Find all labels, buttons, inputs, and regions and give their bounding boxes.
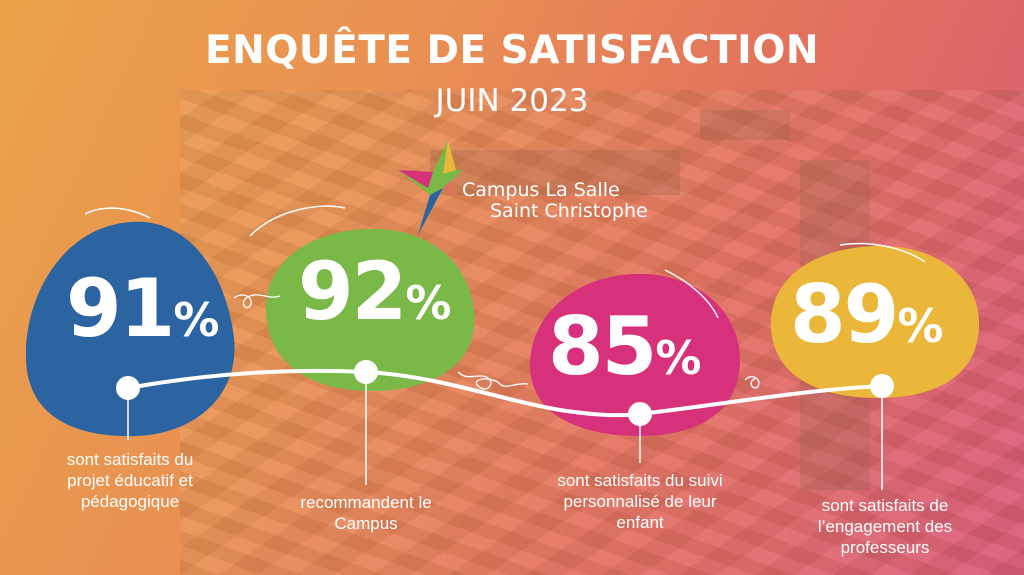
stat-caption-2: recommandent le Campus — [256, 492, 476, 534]
stat-number: 85 — [548, 300, 657, 393]
caption-line: l’engagement des — [817, 517, 953, 536]
percent-sign: % — [173, 293, 220, 347]
arc-decoration — [249, 205, 346, 237]
arc-decoration — [839, 242, 926, 263]
caption-line: enfant — [616, 513, 664, 532]
campus-star-logo — [398, 140, 463, 235]
stat-number: 89 — [790, 268, 899, 361]
timeline-dot — [628, 402, 652, 426]
stat-number: 92 — [298, 245, 407, 338]
stat-value-89: 89% — [790, 268, 943, 361]
stat-caption-1: sont satisfaits du projet éducatif et pé… — [20, 449, 240, 512]
timeline-curve — [127, 368, 883, 418]
stat-number: 91 — [66, 262, 175, 355]
stat-value-85: 85% — [548, 300, 701, 393]
stat-blob-89 — [770, 245, 980, 398]
caption-line: pédagogique — [80, 492, 180, 511]
stat-blob-91 — [25, 221, 235, 437]
timeline-dot — [354, 360, 378, 384]
campus-name: Campus La Salle Saint Christophe — [462, 180, 648, 222]
building-shape — [700, 110, 790, 140]
timeline-dot — [116, 376, 140, 400]
caption-line: professeurs — [840, 538, 930, 557]
squiggle-decoration — [744, 376, 760, 389]
squiggle-decoration — [233, 294, 281, 309]
percent-sign: % — [655, 331, 702, 385]
stat-value-91: 91% — [66, 262, 219, 355]
building-shape — [430, 150, 680, 195]
timeline-dot — [870, 374, 894, 398]
caption-line: sont satisfaits de — [821, 496, 949, 515]
campus-name-line2: Saint Christophe — [490, 200, 648, 222]
stat-caption-3: sont satisfaits du suivi personnalisé de… — [520, 470, 760, 533]
caption-line: recommandent le — [300, 493, 432, 512]
caption-line: projet éducatif et — [67, 471, 193, 490]
squiggle-decoration — [457, 371, 529, 390]
page-title: ENQUÊTE DE SATISFACTION — [205, 28, 819, 73]
caption-line: Campus — [334, 514, 398, 533]
stat-blob-92 — [265, 228, 475, 391]
stat-caption-4: sont satisfaits de l’engagement des prof… — [775, 495, 995, 558]
stat-value-92: 92% — [298, 245, 451, 338]
stat-blob-85 — [530, 273, 740, 436]
caption-line: sont satisfaits du suivi — [557, 471, 723, 490]
campus-name-line1: Campus La Salle — [462, 179, 620, 201]
percent-sign: % — [405, 276, 452, 330]
arc-decoration — [664, 269, 719, 319]
percent-sign: % — [897, 299, 944, 353]
page-subtitle: JUIN 2023 — [435, 83, 589, 119]
caption-line: sont satisfaits du — [66, 450, 194, 469]
arc-decoration — [84, 207, 151, 219]
caption-line: personnalisé de leur — [563, 492, 717, 511]
